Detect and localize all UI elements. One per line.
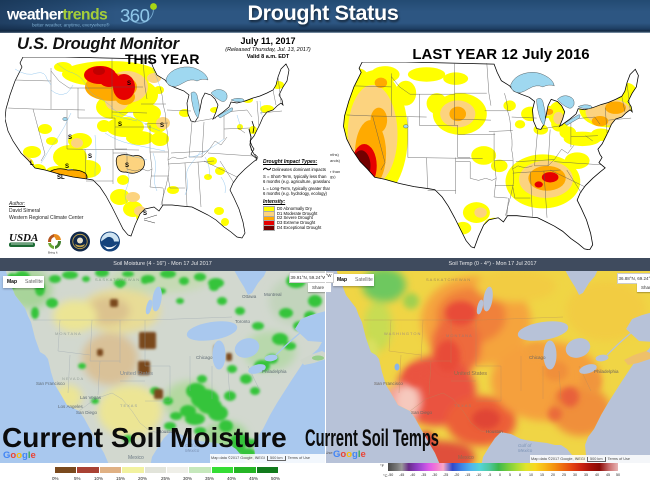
svg-text:S: S xyxy=(143,211,147,217)
svg-text:L: L xyxy=(30,161,34,167)
svg-text:360: 360 xyxy=(120,5,150,26)
svg-text:SL: SL xyxy=(57,175,65,181)
svg-text:S: S xyxy=(127,81,131,87)
svg-text:S: S xyxy=(125,163,129,169)
svg-text:Bring It: Bring It xyxy=(48,251,58,255)
svg-text:S: S xyxy=(118,122,122,128)
svg-text:better weather, anytime, every: better weather, anytime, everywhere® xyxy=(32,22,110,28)
svg-text:weathertrends: weathertrends xyxy=(7,7,108,24)
svg-text:S: S xyxy=(68,135,72,141)
svg-text:S: S xyxy=(160,123,164,129)
svg-text:S: S xyxy=(65,164,69,170)
svg-text:S: S xyxy=(88,154,92,160)
svg-text:USDA: USDA xyxy=(9,232,38,244)
